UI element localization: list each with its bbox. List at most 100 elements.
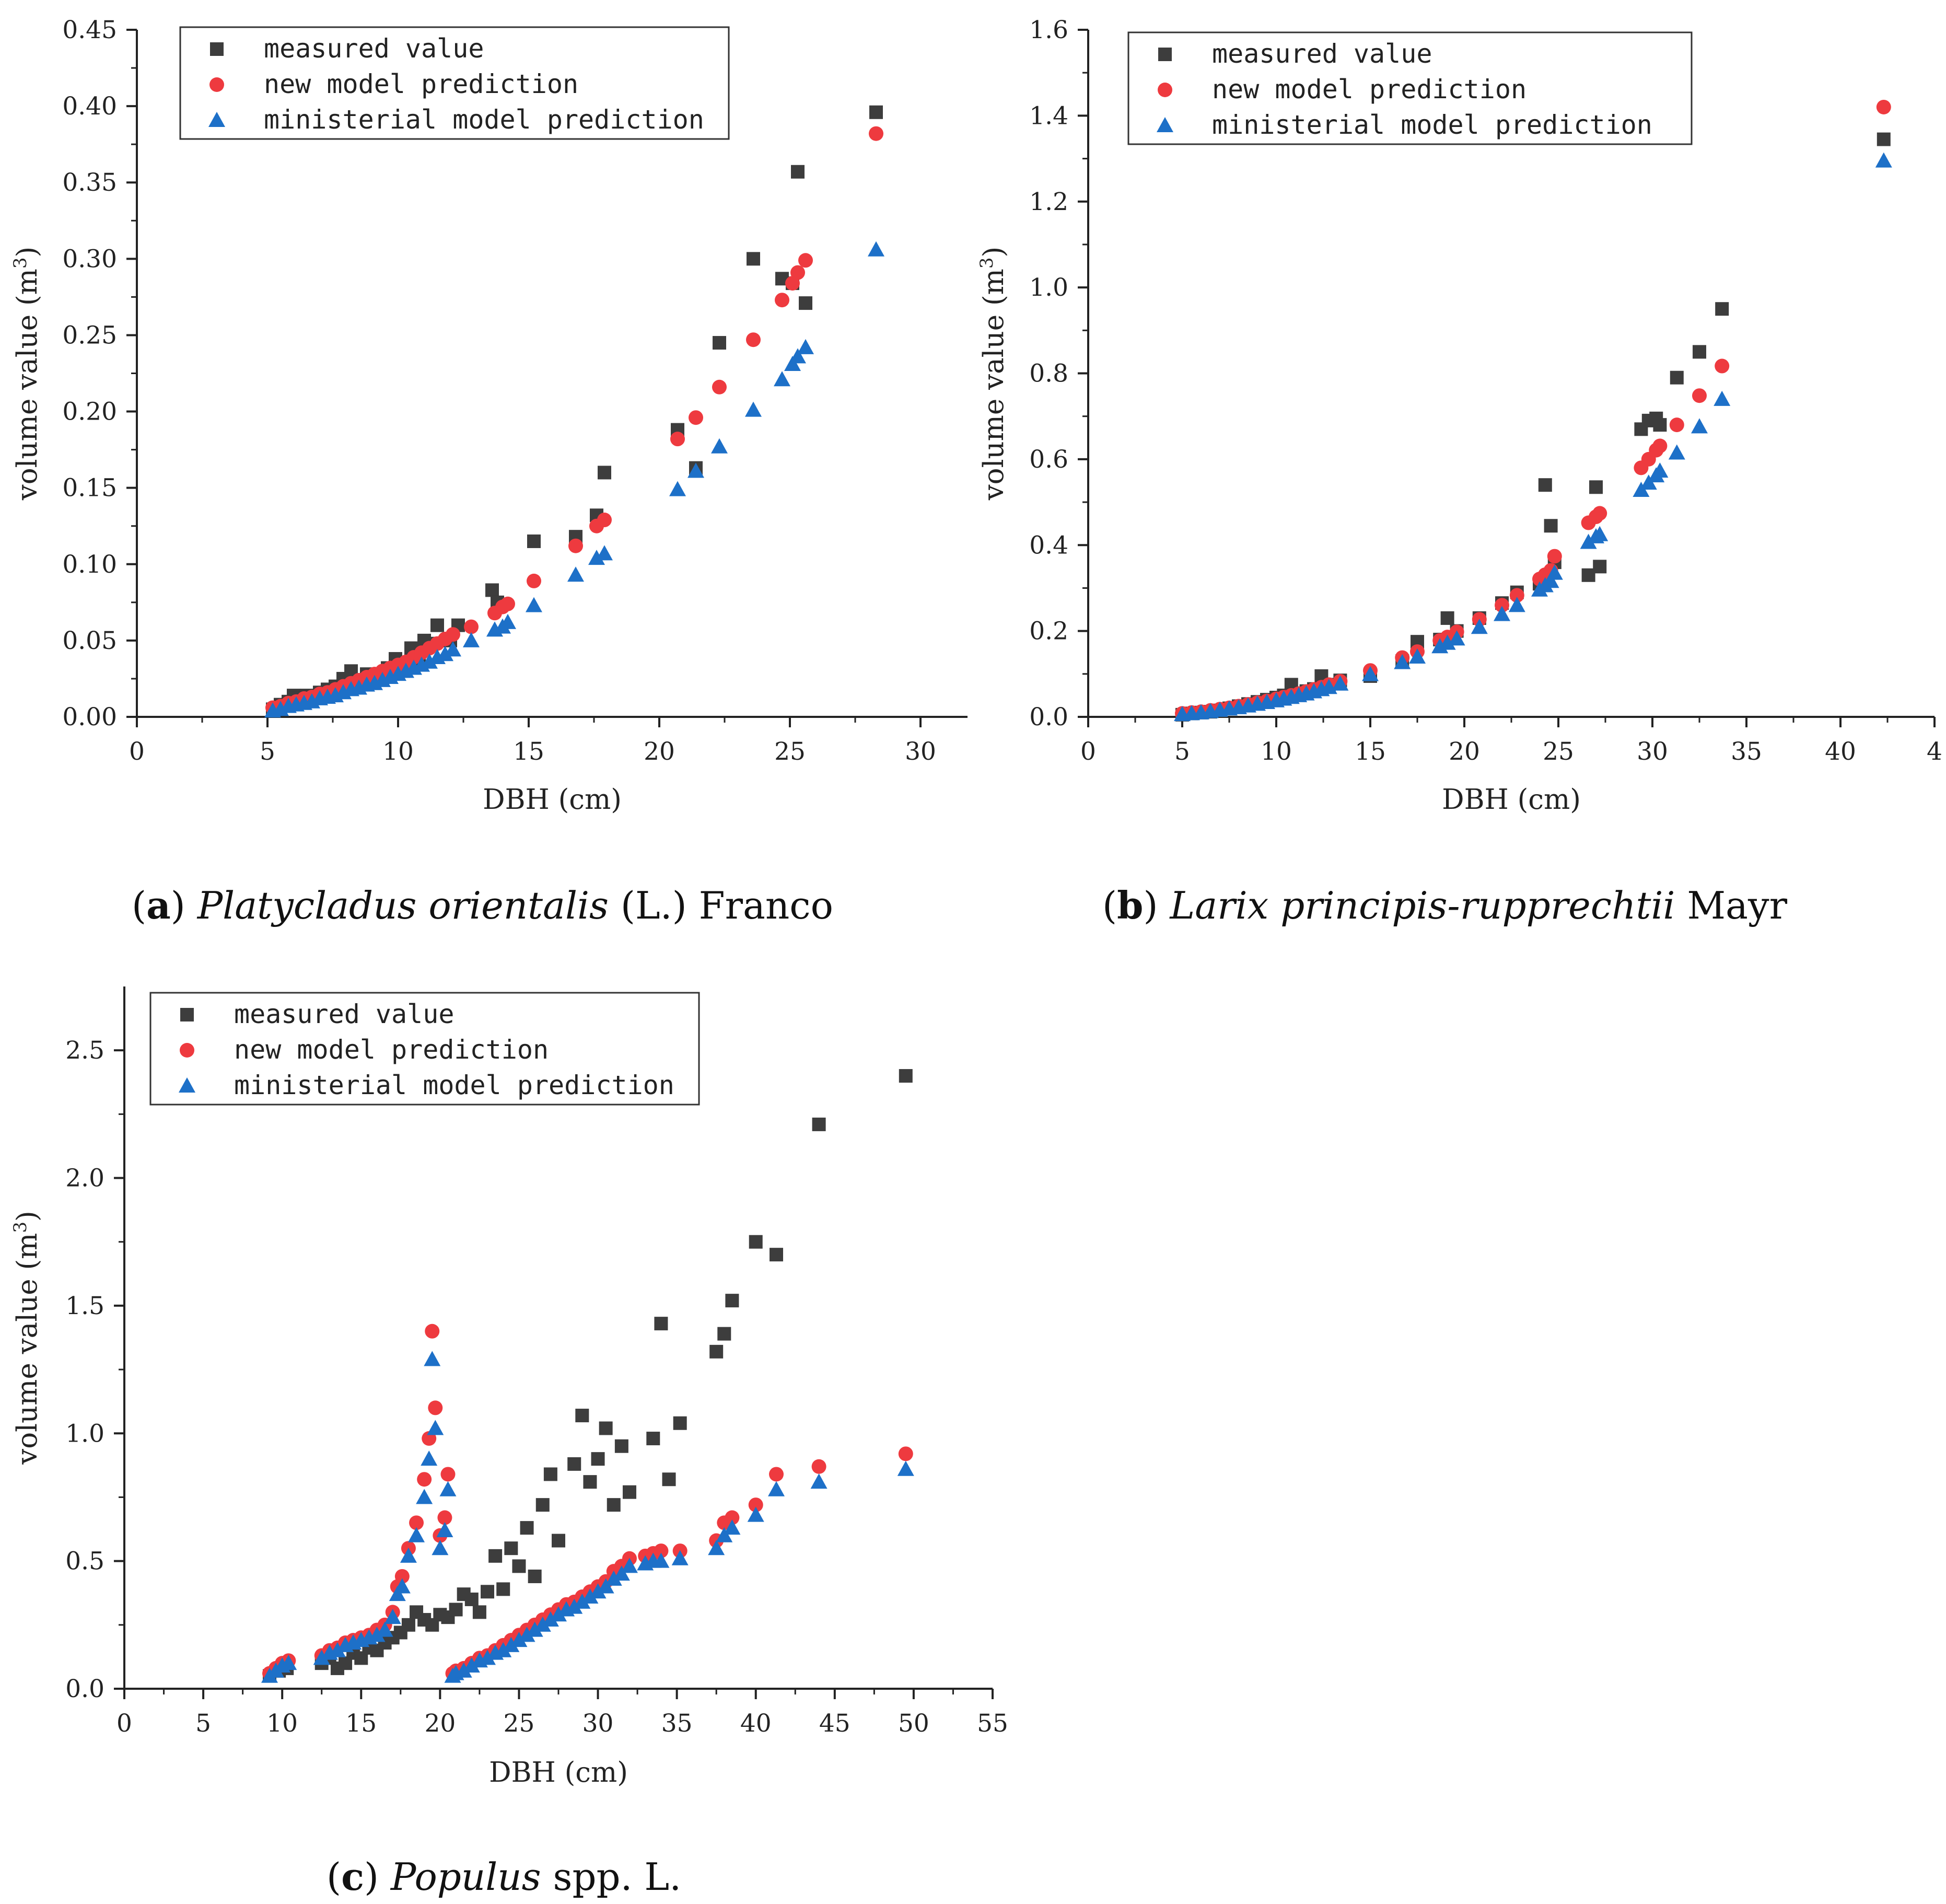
- ministerial-model-point: [810, 1473, 828, 1489]
- ministerial-model-point: [588, 550, 605, 565]
- measured-value-point: [713, 336, 726, 350]
- measured-value-point: [749, 1235, 763, 1249]
- new-model-point: [712, 379, 727, 394]
- legend-entry-label: measured value: [264, 33, 484, 64]
- measured-value-point: [1653, 418, 1667, 432]
- x-tick-label: 40: [740, 1709, 772, 1738]
- legend-entry-label: ministerial model prediction: [234, 1070, 674, 1100]
- x-tick-label: 15: [513, 737, 544, 766]
- legend-box: [179, 26, 730, 140]
- ministerial-model-point: [1580, 533, 1597, 549]
- x-tick-label: 30: [1637, 737, 1668, 766]
- ministerial-model-point: [463, 1657, 480, 1673]
- series-square-points: [1175, 132, 1891, 722]
- y-axis-label: volume value (m3): [976, 247, 1010, 501]
- x-tick-label: 0: [116, 1709, 132, 1738]
- ministerial-model-point: [652, 1552, 670, 1568]
- ministerial-model-point: [1448, 630, 1465, 646]
- legend-square-icon: [180, 1008, 194, 1021]
- legend-triangle-icon: [1157, 117, 1173, 132]
- measured-value-point: [504, 1541, 518, 1555]
- measured-value-point: [598, 466, 611, 480]
- legend: measured value new model prediction minist…: [1127, 31, 1693, 145]
- new-model-point: [898, 1446, 913, 1461]
- x-tick-label: 35: [661, 1709, 693, 1738]
- new-model-point: [464, 619, 479, 634]
- ministerial-model-point: [784, 355, 801, 371]
- y-axis-label-end: ): [11, 247, 43, 258]
- new-model-point: [746, 332, 761, 347]
- measured-value-point: [747, 252, 760, 266]
- new-model-point: [725, 1510, 740, 1525]
- new-model-point: [1495, 598, 1509, 613]
- x-axis-label: DBH (cm): [483, 784, 622, 816]
- legend-box: [1127, 31, 1693, 145]
- legend-entry-label: ministerial model prediction: [264, 105, 704, 135]
- measured-value-point: [709, 1344, 724, 1359]
- y-tick-label: 0.10: [62, 550, 117, 579]
- measured-value-point: [1693, 345, 1706, 359]
- new-model-point: [394, 1569, 410, 1584]
- new-model-point: [440, 1467, 456, 1482]
- ministerial-model-point: [445, 641, 461, 657]
- ministerial-model-point: [1546, 564, 1563, 580]
- ministerial-model-point: [499, 613, 516, 629]
- ministerial-model-point: [621, 1558, 638, 1573]
- measured-value-point: [614, 1439, 628, 1453]
- legend-entry-label: new model prediction: [264, 69, 578, 99]
- caption-letter: a: [146, 883, 171, 927]
- caption-species: Populus: [390, 1855, 541, 1899]
- ministerial-model-point: [566, 1598, 583, 1614]
- ministerial-model-point: [463, 632, 480, 647]
- x-tick-label: 0: [1080, 737, 1096, 766]
- y-tick-label: 0.35: [62, 168, 117, 197]
- new-model-point: [568, 538, 583, 553]
- ministerial-model-point: [421, 1450, 438, 1466]
- ministerial-model-point: [437, 646, 453, 661]
- series-triangle-points: [261, 1351, 914, 1683]
- y-tick-label: 0.8: [1029, 359, 1068, 388]
- ministerial-model-point: [745, 401, 762, 417]
- y-tick-label: 1.4: [1029, 101, 1068, 130]
- y-tick-label: 1.5: [65, 1292, 104, 1320]
- x-tick-label: 50: [898, 1709, 929, 1738]
- ministerial-model-point: [503, 1636, 520, 1652]
- ministerial-model-point: [384, 1609, 401, 1624]
- new-model-point: [597, 513, 612, 528]
- y-tick-label: 0.30: [62, 245, 117, 273]
- measured-value-point: [401, 1618, 415, 1632]
- legend-box: [149, 992, 700, 1106]
- caption-close-paren: ): [364, 1855, 391, 1899]
- measured-value-point: [899, 1069, 913, 1083]
- x-tick-label: 30: [582, 1709, 614, 1738]
- series-circle-points: [262, 1323, 913, 1681]
- new-model-point: [446, 627, 460, 642]
- measured-value-point: [575, 1409, 589, 1423]
- y-tick-label: 0.4: [1029, 531, 1068, 560]
- panel-a-chart: 0 5 10 15 20 25 30 0.00 0.05 0.10 0.15 0.20 0.25 0.30…: [10, 16, 968, 927]
- ministerial-model-point: [455, 1662, 472, 1678]
- measured-value-point: [464, 1592, 479, 1606]
- ministerial-model-point: [724, 1519, 741, 1535]
- y-tick-label: 0.25: [62, 321, 117, 350]
- ministerial-model-point: [1691, 418, 1708, 434]
- new-model-point: [1669, 417, 1684, 433]
- ministerial-model-point: [313, 1650, 330, 1665]
- x-tick-label: 20: [424, 1709, 456, 1738]
- ministerial-model-point: [376, 1621, 393, 1637]
- measured-value-point: [717, 1327, 731, 1341]
- caption-authority: Mayr: [1675, 884, 1787, 927]
- ministerial-model-point: [597, 1578, 614, 1594]
- y-axis-label-superscript: 3: [976, 257, 997, 269]
- ministerial-model-point: [280, 1655, 297, 1670]
- legend-circle-icon: [1158, 83, 1172, 97]
- panel-caption: (a) Platycladus orientalis (L.) Franco: [132, 883, 833, 927]
- legend-square-icon: [210, 42, 224, 56]
- x-tick-label: 5: [1174, 737, 1190, 766]
- ministerial-model-point: [613, 1565, 630, 1581]
- ministerial-model-point: [747, 1506, 764, 1522]
- measured-value-point: [543, 1467, 557, 1481]
- new-model-point: [798, 253, 813, 268]
- y-axis-label-main: volume value (m: [11, 1233, 43, 1465]
